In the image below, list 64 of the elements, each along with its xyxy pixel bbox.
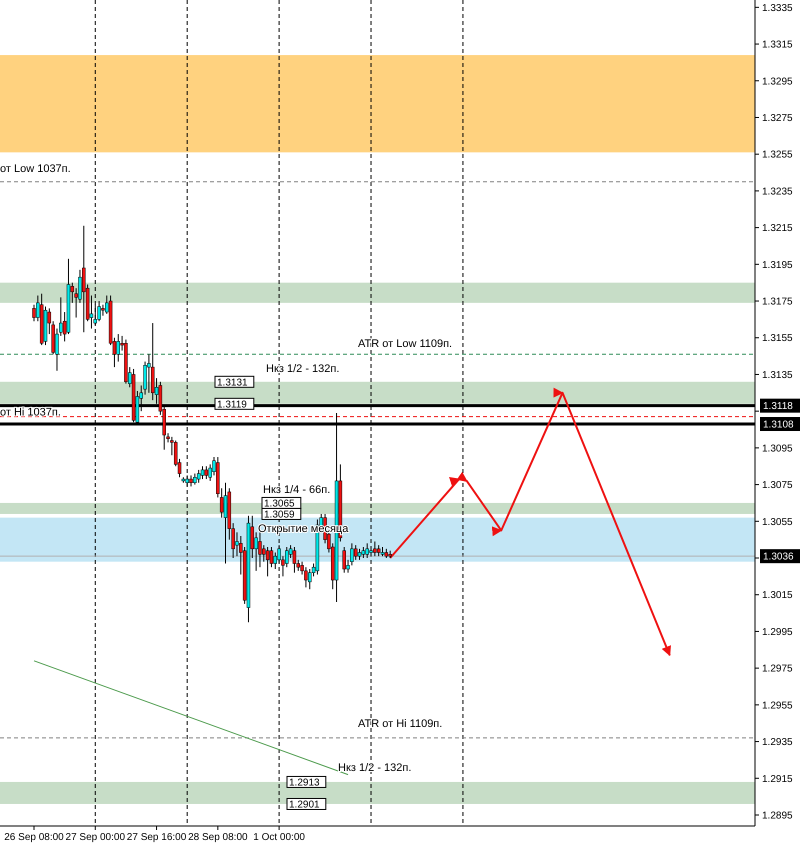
annotation: 1.3131 [217,377,248,388]
annotation: 1.2901 [289,799,320,810]
candlestick [193,473,197,486]
candlestick [292,546,296,574]
ref-line-label: 1.3108 [763,420,794,431]
annotation: 1.2913 [289,777,320,788]
annotation: 1.3065 [264,498,296,510]
y-tick-label: 1.3095 [762,443,794,454]
annotation: Нкз 1/2 - 132п. [338,762,412,774]
candlestick [200,466,204,480]
y-tick-label: 1.3075 [762,480,794,492]
ref-line-label: 1.3118 [763,401,794,412]
candlestick [204,466,208,480]
x-tick-label: 28 Sep 08:00 [188,832,248,843]
candlestick [196,469,200,484]
y-tick-label: 1.2975 [762,664,794,675]
candlestick [116,334,120,362]
y-tick-label: 1.3155 [762,333,794,344]
y-tick-label: 1.3015 [762,590,794,602]
candlestick [101,304,105,316]
candlestick [342,546,346,574]
y-tick-label: 1.3055 [762,516,794,528]
candlestick [365,542,369,559]
candlestick [224,482,228,564]
candlestick [362,546,366,559]
y-tick-label: 1.3175 [762,296,794,308]
candlestick [376,544,380,557]
candlestick [358,548,362,560]
candlestick [32,304,36,322]
x-tick-label: 27 Sep 16:00 [126,832,187,843]
candlestick [266,546,270,577]
candlestick [97,300,101,322]
y-tick-label: 1.2995 [762,626,794,638]
annotation: 1.3119 [217,399,248,410]
candlestick [384,548,388,559]
candlestick [380,546,384,557]
ref-line-label: 1.3036 [763,552,794,563]
y-tick-label: 1.3335 [762,2,794,14]
y-tick-label: 1.3135 [762,370,794,381]
y-tick-label: 1.3255 [762,150,794,161]
y-tick-label: 1.3295 [762,76,794,88]
annotation: 1.3059 [264,509,296,520]
annotation: от Low 1037п. [0,163,71,175]
annotation: Нкз 1/2 - 132п. [266,363,340,375]
annotation: от Hi 1037п. [0,406,61,419]
y-tick-label: 1.2895 [762,810,794,822]
x-tick-label: 27 Sep 00:00 [66,832,126,843]
y-tick-label: 1.3315 [762,40,794,51]
annotation: ATR от Low 1109п. [358,338,452,350]
y-tick-label: 1.2935 [762,737,794,748]
y-tick-label: 1.3195 [762,260,794,271]
candlestick [354,544,358,560]
candlestick [373,540,377,557]
y-tick-label: 1.2915 [762,774,794,785]
y-tick-label: 1.2955 [762,700,794,712]
x-tick-label: 1 Oct 00:00 [253,832,306,843]
candlestick [82,225,86,333]
annotation: Нкз 1/4 - 66п. [263,484,330,496]
y-tick-label: 1.3275 [762,112,794,124]
annotation: ATR от Hi 1109п. [358,718,442,730]
y-tick-label: 1.3235 [762,186,794,198]
x-tick-label: 26 Sep 08:00 [4,832,64,843]
y-tick-label: 1.3215 [762,223,794,234]
candlestick [189,474,193,487]
